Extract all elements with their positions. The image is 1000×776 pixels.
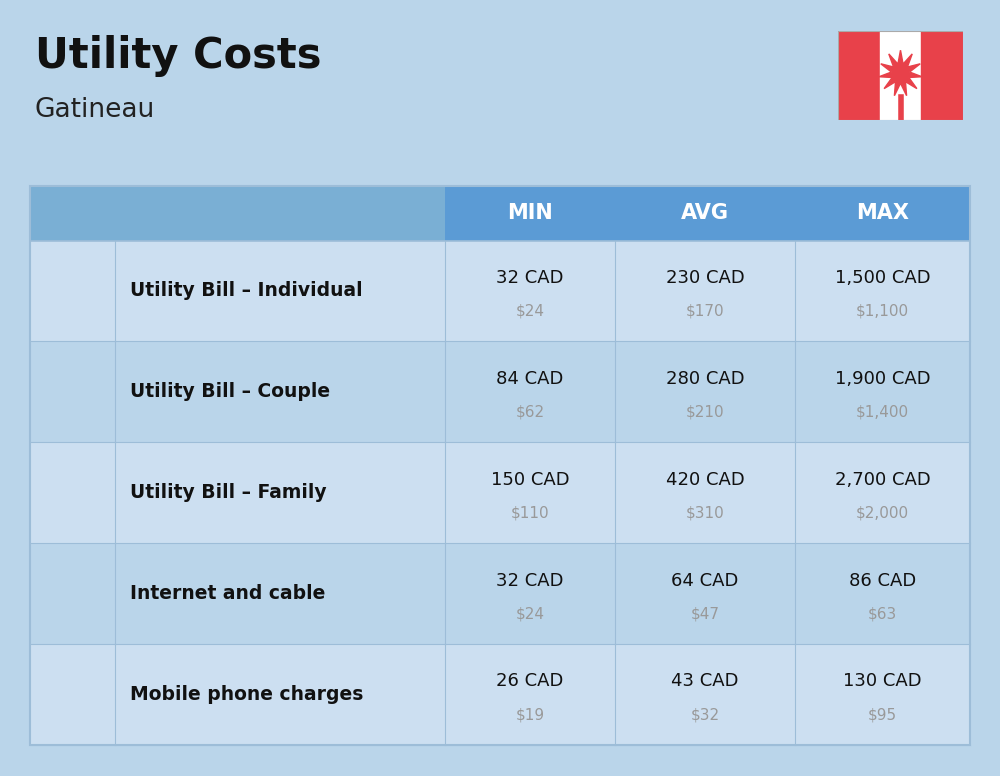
Circle shape — [61, 261, 84, 283]
FancyBboxPatch shape — [51, 657, 94, 732]
Text: 230 CAD: 230 CAD — [666, 269, 744, 287]
Circle shape — [65, 279, 80, 295]
Circle shape — [65, 481, 80, 497]
Text: Utility Costs: Utility Costs — [35, 35, 322, 77]
FancyBboxPatch shape — [42, 601, 103, 625]
Circle shape — [65, 380, 80, 396]
Circle shape — [61, 462, 84, 485]
Text: $62: $62 — [515, 404, 545, 420]
Text: 150 CAD: 150 CAD — [491, 471, 569, 489]
Text: MIN: MIN — [507, 203, 553, 223]
Text: $1,400: $1,400 — [856, 404, 909, 420]
Bar — [838, 31, 880, 120]
Bar — [880, 31, 921, 120]
Text: 1,500 CAD: 1,500 CAD — [835, 269, 930, 287]
FancyBboxPatch shape — [37, 402, 63, 428]
FancyBboxPatch shape — [74, 684, 80, 691]
Text: Internet and cable: Internet and cable — [130, 584, 325, 603]
FancyBboxPatch shape — [81, 693, 87, 700]
Text: 64 CAD: 64 CAD — [671, 572, 739, 590]
Text: $24: $24 — [516, 606, 544, 622]
Circle shape — [70, 594, 75, 600]
Text: 2,700 CAD: 2,700 CAD — [835, 471, 930, 489]
Text: $47: $47 — [691, 606, 720, 622]
Text: 84 CAD: 84 CAD — [496, 370, 564, 388]
Circle shape — [61, 362, 84, 384]
Bar — [59, 676, 86, 721]
Text: AVG: AVG — [681, 203, 729, 223]
Text: Utility Bill – Family: Utility Bill – Family — [130, 483, 327, 502]
FancyBboxPatch shape — [66, 693, 73, 700]
Text: 420 CAD: 420 CAD — [666, 471, 744, 489]
Text: Gatineau: Gatineau — [35, 97, 155, 123]
FancyBboxPatch shape — [78, 402, 108, 428]
FancyBboxPatch shape — [59, 693, 66, 700]
FancyBboxPatch shape — [59, 684, 66, 691]
Text: Utility Bill – Individual: Utility Bill – Individual — [130, 282, 363, 300]
Text: $19: $19 — [515, 707, 545, 722]
FancyBboxPatch shape — [66, 684, 73, 691]
Text: $310: $310 — [686, 505, 724, 521]
Text: 130 CAD: 130 CAD — [843, 673, 922, 691]
Bar — [59, 711, 86, 717]
Text: Utility Bill – Couple: Utility Bill – Couple — [130, 383, 330, 401]
FancyBboxPatch shape — [81, 684, 87, 691]
Text: $24: $24 — [516, 303, 544, 319]
Text: 1,900 CAD: 1,900 CAD — [835, 370, 930, 388]
Text: 26 CAD: 26 CAD — [496, 673, 564, 691]
Circle shape — [88, 609, 94, 615]
FancyBboxPatch shape — [37, 301, 63, 327]
Text: $1,100: $1,100 — [856, 303, 909, 319]
Text: MAX: MAX — [856, 203, 909, 223]
FancyBboxPatch shape — [78, 503, 108, 528]
Text: $110: $110 — [511, 505, 549, 521]
Text: $2,000: $2,000 — [856, 505, 909, 521]
FancyBboxPatch shape — [78, 301, 108, 327]
Text: 32 CAD: 32 CAD — [496, 269, 564, 287]
Text: $95: $95 — [868, 707, 897, 722]
Text: $210: $210 — [686, 404, 724, 420]
FancyBboxPatch shape — [37, 503, 63, 528]
Text: 32 CAD: 32 CAD — [496, 572, 564, 590]
Text: $32: $32 — [690, 707, 720, 722]
Bar — [921, 31, 963, 120]
Text: Mobile phone charges: Mobile phone charges — [130, 685, 363, 704]
FancyBboxPatch shape — [74, 693, 80, 700]
Text: $170: $170 — [686, 303, 724, 319]
Text: 86 CAD: 86 CAD — [849, 572, 916, 590]
Polygon shape — [879, 50, 922, 95]
Text: 43 CAD: 43 CAD — [671, 673, 739, 691]
Text: $63: $63 — [868, 606, 897, 622]
Text: 280 CAD: 280 CAD — [666, 370, 744, 388]
